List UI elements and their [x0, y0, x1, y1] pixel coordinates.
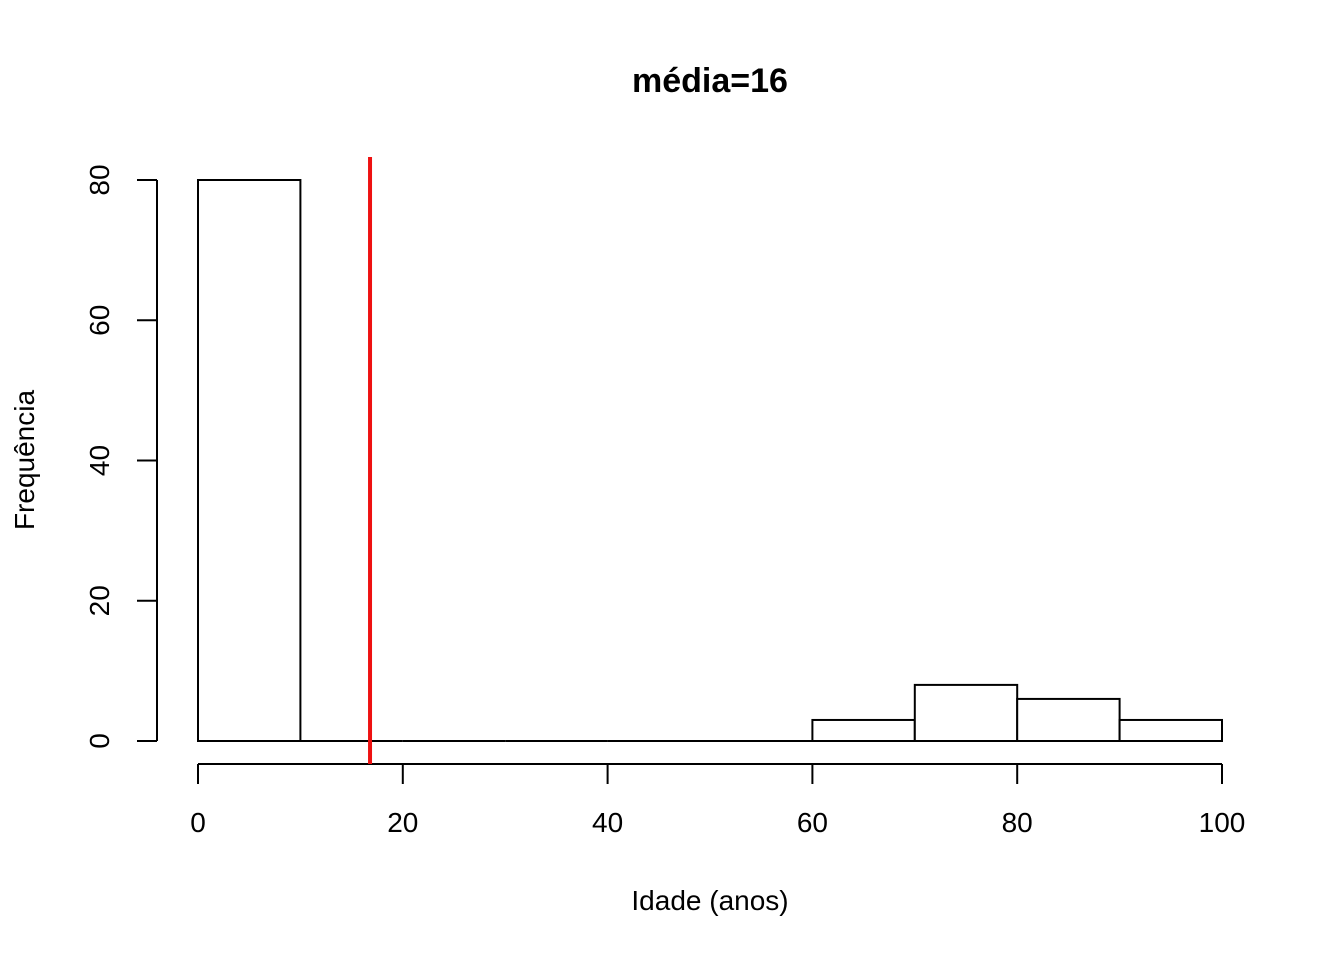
y-tick-label: 80	[84, 164, 115, 195]
y-tick-label: 20	[84, 585, 115, 616]
y-tick-label: 0	[84, 733, 115, 749]
histogram-bar	[1016, 697, 1121, 742]
x-tick-label: 20	[387, 807, 418, 838]
x-axis: 0 20 40 60 80 100	[190, 763, 1246, 838]
histogram-bar	[913, 683, 1019, 743]
histogram-bar	[1118, 718, 1223, 743]
chart-title: média=16	[632, 62, 788, 100]
histogram-bar	[197, 179, 302, 742]
x-tick-label: 40	[592, 807, 623, 838]
x-tick-label: 0	[190, 807, 206, 838]
y-axis-label: Frequência	[9, 390, 40, 531]
x-axis-label: Idade (anos)	[631, 885, 788, 916]
y-axis: 0 20 40 60 80	[84, 164, 158, 749]
x-tick-label: 60	[797, 807, 828, 838]
y-tick-label: 40	[84, 445, 115, 476]
x-tick-label: 80	[1002, 807, 1033, 838]
x-tick-label: 100	[1199, 807, 1246, 838]
histogram-bar	[811, 718, 916, 743]
bars-group	[197, 179, 1223, 743]
y-tick-label: 60	[84, 305, 115, 336]
